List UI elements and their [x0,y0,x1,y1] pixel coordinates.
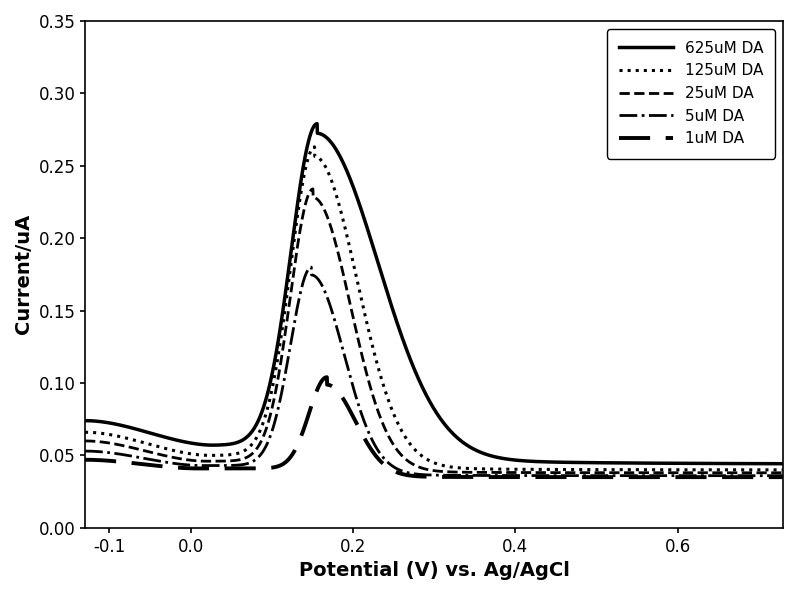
25uM DA [379,421,388,428]
1uM DA [779,473,788,481]
5uM DA [160,459,170,466]
125uM DA [379,381,388,388]
1uM DA [379,460,388,467]
5uM DA [307,264,316,271]
Y-axis label: Current/uA: Current/uA [14,214,33,334]
Line: 25uM DA: 25uM DA [85,189,783,473]
Line: 625uM DA: 625uM DA [85,124,783,464]
Line: 5uM DA: 5uM DA [85,267,783,476]
125uM DA [310,143,320,150]
25uM DA [765,469,775,476]
1uM DA [689,473,699,481]
25uM DA [202,457,211,465]
125uM DA [765,466,775,473]
125uM DA [202,451,211,459]
25uM DA [348,313,358,320]
5uM DA [80,447,90,454]
625uM DA [379,276,388,283]
1uM DA [322,374,332,381]
5uM DA [779,472,788,479]
1uM DA [202,465,211,472]
Line: 1uM DA: 1uM DA [85,377,783,477]
5uM DA [689,472,699,479]
125uM DA [80,429,90,436]
125uM DA [160,445,170,452]
625uM DA [160,434,170,441]
625uM DA [348,182,358,189]
1uM DA [348,413,358,420]
25uM DA [80,437,90,444]
625uM DA [765,460,775,467]
Legend: 625uM DA, 125uM DA, 25uM DA, 5uM DA, 1uM DA: 625uM DA, 125uM DA, 25uM DA, 5uM DA, 1uM… [607,29,775,159]
25uM DA [308,185,318,192]
625uM DA [312,120,322,127]
125uM DA [348,258,358,266]
25uM DA [779,469,788,476]
Line: 125uM DA: 125uM DA [85,147,783,470]
5uM DA [202,462,211,469]
5uM DA [765,472,775,479]
625uM DA [779,460,788,467]
25uM DA [689,469,699,476]
125uM DA [689,466,699,473]
5uM DA [379,454,388,461]
5uM DA [348,383,358,390]
625uM DA [202,441,211,448]
1uM DA [80,456,90,463]
125uM DA [779,466,788,473]
1uM DA [160,463,170,470]
625uM DA [689,460,699,467]
625uM DA [80,417,90,424]
1uM DA [765,473,775,481]
25uM DA [160,452,170,459]
X-axis label: Potential (V) vs. Ag/AgCl: Potential (V) vs. Ag/AgCl [299,561,570,580]
